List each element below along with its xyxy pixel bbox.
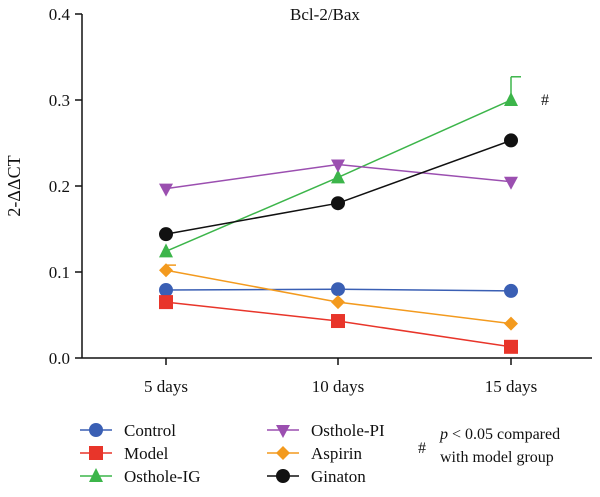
series-osthole-pi [159,159,518,197]
data-point [331,169,345,184]
data-point [159,295,173,310]
y-axis-title: 2-ΔΔCT [4,155,24,216]
legend-note-line1-rest: < 0.05 compared [448,426,560,443]
y-tick-label: 0.3 [49,91,70,110]
y-tick-label: 0.0 [49,349,70,368]
y-tick-label: 0.1 [49,263,70,282]
x-tick-label: 10 days [312,377,364,396]
x-tick-label: 5 days [144,377,188,396]
legend-item: Ginaton [267,467,366,486]
data-point [159,243,173,258]
legend-label: Aspirin [311,444,363,463]
legend-marker [89,423,103,437]
x-tick-label: 15 days [485,377,537,396]
data-point [159,227,173,242]
data-point [331,314,345,329]
data-point [331,282,345,297]
data-point [331,196,345,211]
series-osthole-ig [159,76,521,258]
x-ticks: 5 days 10 days 15 days [144,358,537,396]
legend-note: # p < 0.05 compared with model group [418,426,560,466]
legend-marker [276,469,290,483]
data-point [504,283,518,298]
legend-label: Ginaton [311,467,366,486]
series-control [159,282,518,298]
series-line [165,139,512,235]
legend-marker [276,446,290,460]
legend-label: Osthole-IG [124,467,200,486]
series-model [159,295,518,354]
series-ginaton [159,133,518,242]
legend-note-symbol: # [418,440,426,457]
data-point [504,133,518,148]
data-point [331,295,345,310]
chart-title: Bcl-2/Bax [290,5,360,24]
legend-note-line1: p < 0.05 compared [439,426,560,443]
y-ticks: 0.0 0.1 0.2 0.3 0.4 [49,5,82,368]
legend-item: Model [80,444,169,463]
y-tick-label: 0.4 [49,5,71,24]
legend-item: Aspirin [267,444,363,463]
legend-marker [89,468,103,482]
legend-note-line2: with model group [440,449,554,466]
y-tick-label: 0.2 [49,177,70,196]
significance-annotation: # [541,92,549,109]
legend-label: Osthole-PI [311,421,385,440]
series-aspirin [159,263,518,331]
legend: Control Model Osthole-IG Osthole-PI Aspirin G… [80,421,385,486]
legend-label: Model [124,444,169,463]
data-point [504,316,518,331]
data-point [331,159,345,173]
legend-marker [276,425,290,438]
legend-item: Osthole-PI [267,421,385,440]
series-layer [159,76,521,354]
data-point [159,183,173,197]
legend-item: Osthole-IG [80,467,200,486]
data-point [504,176,518,190]
plot-area: 0.0 0.1 0.2 0.3 0.4 5 days 10 days 15 days Bcl… [4,5,592,396]
data-point [504,92,518,106]
legend-label: Control [124,421,176,440]
legend-marker [89,446,103,460]
data-point [159,263,173,278]
data-point [159,283,173,298]
legend-note-p: p [439,426,448,443]
legend-item: Control [80,421,176,440]
data-point [504,339,518,354]
